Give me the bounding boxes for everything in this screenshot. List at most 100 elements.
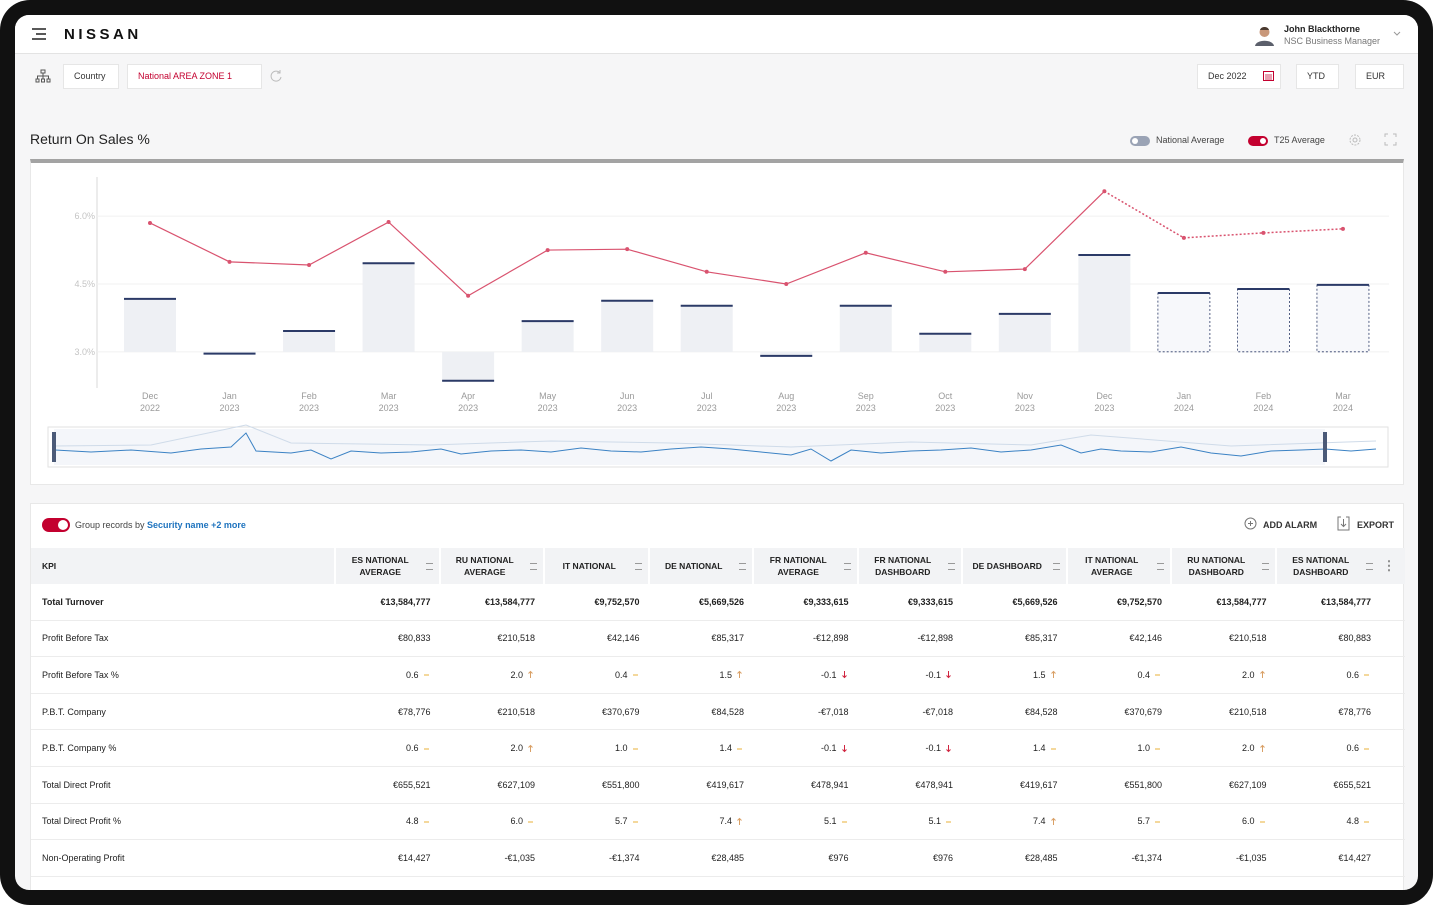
level-filter[interactable]: Country — [63, 64, 119, 89]
period-filter[interactable]: YTD — [1296, 64, 1339, 89]
group-field[interactable]: Security name — [147, 520, 209, 530]
expand-icon[interactable] — [1384, 133, 1397, 146]
line-point — [1261, 230, 1266, 235]
table-row: P.B.T. Company % 0.6 2.0 1.0 1.4 -0.1 -0.1 1.4 1… — [31, 730, 1405, 767]
column-header[interactable]: FR NATIONAL DASHBOARD — [856, 548, 962, 584]
add-alarm[interactable]: ADD ALARM — [1263, 520, 1318, 530]
column-header[interactable]: ES NATIONAL DASHBOARD — [1274, 548, 1380, 584]
table-cell: 5.1 — [857, 804, 962, 840]
chart-panel: 3.0% 4.5% 6.0% Dec 2022 Jan 2023 Feb 2023 Mar… — [30, 159, 1404, 485]
toggle-switch[interactable] — [1130, 136, 1150, 146]
cell-value: 1.4 — [719, 743, 732, 754]
x-tick-label: Sep 2023 — [855, 391, 876, 413]
cell-value: 5.1 — [928, 816, 941, 827]
x-tick-label: Dec 2023 — [1094, 391, 1115, 413]
cell-value: €78,776 — [1338, 706, 1371, 717]
cell-value: 1.4 — [1032, 743, 1046, 754]
table-cell: -0.1 — [752, 657, 857, 693]
group-label: Group records by — [75, 520, 145, 530]
avatar[interactable] — [1254, 24, 1275, 46]
bar — [1157, 292, 1211, 353]
line-point — [704, 269, 709, 274]
table-cell: €78,776 — [334, 694, 439, 730]
table-cell: €627,109 — [1170, 767, 1275, 803]
trend-glyph — [1259, 671, 1265, 679]
cell-value: 1.0 — [1137, 743, 1150, 754]
cell-value: €13,584,777 — [1320, 596, 1371, 607]
cell-value: 5.7 — [1137, 816, 1150, 827]
trend-icon — [632, 821, 638, 823]
chevron[interactable] — [1393, 31, 1401, 37]
cell-value: 2.0 — [510, 669, 523, 680]
column-header[interactable]: DE NATIONAL — [647, 548, 753, 584]
table-cell: -€1,374 — [543, 840, 648, 876]
trend-icon — [946, 671, 951, 679]
column-header[interactable]: DE DASHBOARD — [961, 548, 1066, 584]
trend-icon — [1259, 744, 1265, 752]
column-header[interactable]: RU NATIONAL DASHBOARD — [1170, 548, 1275, 584]
currency-filter[interactable]: EUR — [1355, 64, 1404, 89]
table-cell: €9,333,615 — [857, 584, 962, 620]
column-header[interactable]: RU NATIONAL AVERAGE — [438, 548, 544, 584]
table-cell: €28,485 — [961, 840, 1066, 876]
table-panel: Group records by Security name +2 more A… — [30, 503, 1405, 890]
group-more[interactable]: +2 more — [211, 520, 246, 530]
trend-icon — [1155, 674, 1160, 676]
table-cell: €9,752,570 — [1066, 584, 1171, 620]
column-header[interactable]: ES NATIONAL AVERAGE — [334, 548, 439, 584]
cell-value: 4.8 — [405, 816, 419, 827]
trend-icon — [1364, 821, 1369, 823]
chart-title: Return On Sales % — [30, 131, 150, 147]
bar — [601, 300, 654, 352]
calendar-icon[interactable] — [1263, 70, 1274, 81]
table-cell: €13,584,777 — [334, 584, 439, 620]
table-cell: -€7,018 — [857, 694, 962, 730]
column-header[interactable]: IT NATIONAL — [543, 548, 648, 584]
line-point — [784, 282, 789, 286]
column-header[interactable]: KPI — [42, 561, 57, 571]
group-by[interactable]: Group records by Security name +2 more — [75, 520, 246, 530]
x-tick-label: Mar 2023 — [378, 391, 399, 413]
column-header[interactable]: FR NATIONAL AVERAGE — [752, 548, 857, 584]
bar — [124, 298, 176, 352]
table-cell: €85,317 — [961, 621, 1066, 657]
cell-value: €84,528 — [711, 706, 744, 717]
table-cell: €976 — [857, 840, 962, 876]
cell-value: €210,518 — [1228, 633, 1267, 644]
line-point — [307, 263, 312, 268]
toggle-switch[interactable] — [1248, 136, 1268, 146]
column-header[interactable]: IT NATIONAL AVERAGE — [1065, 548, 1171, 584]
table-cell: -€1,035 — [1170, 840, 1275, 876]
settings-icon[interactable] — [1348, 133, 1362, 147]
table-cell: €13,584,777 — [439, 584, 544, 620]
table-cell: €419,617 — [961, 767, 1066, 803]
export[interactable]: EXPORT — [1357, 520, 1395, 530]
export-icon[interactable] — [1337, 516, 1350, 531]
x-tick-label: Mar 2024 — [1332, 391, 1353, 413]
group-toggle[interactable] — [42, 518, 70, 532]
y-tick-label: 4.5% — [74, 279, 95, 289]
table-cell: €210,518 — [439, 621, 544, 657]
table-cell: €210,518 — [1170, 621, 1275, 657]
date-filter[interactable]: Dec 2022 — [1197, 64, 1281, 89]
cell-value: -€1,035 — [504, 852, 535, 863]
column-menu[interactable]: ⋮ — [1382, 558, 1396, 573]
line-point — [386, 220, 391, 225]
cell-value: €14,427 — [1338, 852, 1371, 863]
trend-icon — [737, 748, 742, 750]
refresh-icon[interactable] — [269, 69, 283, 83]
kpi-name: Total Direct Profit — [42, 779, 111, 790]
alarm-icon[interactable] — [1244, 517, 1257, 530]
trend-icon — [946, 821, 951, 823]
cell-value: €370,679 — [1124, 706, 1162, 717]
hierarchy-icon[interactable] — [35, 69, 51, 83]
bar — [680, 305, 733, 352]
menu-icon[interactable] — [31, 28, 47, 40]
table-cell: 2.0 — [1170, 730, 1275, 766]
cell-value: €13,584,777 — [1216, 596, 1267, 607]
cell-value: -0.1 — [820, 669, 837, 680]
navigator[interactable] — [47, 424, 1389, 468]
table-cell: 2.0 — [439, 657, 544, 693]
trend-glyph — [737, 671, 742, 679]
zone-filter[interactable]: National AREA ZONE 1 — [127, 64, 262, 89]
